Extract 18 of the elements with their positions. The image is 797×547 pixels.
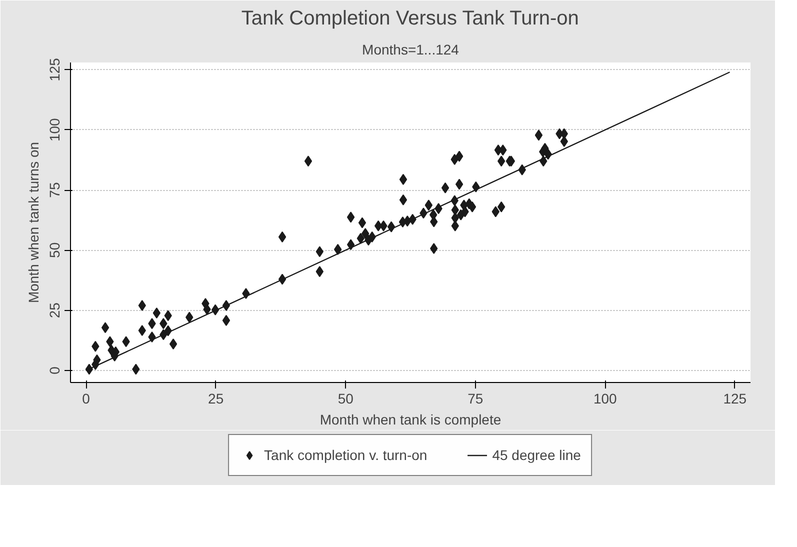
y-tick-label: 125: [46, 58, 62, 82]
y-tick-label: 100: [46, 118, 62, 142]
y-tick-label: 0: [46, 366, 62, 374]
x-tick-label: 75: [468, 390, 484, 406]
x-tick-label: 100: [593, 390, 618, 406]
x-tick-label: 0: [82, 390, 90, 406]
y-axis-title: Month when tank turns on: [26, 142, 42, 304]
chart-subtitle: Months=1...124: [362, 42, 460, 58]
x-tick-label: 50: [338, 390, 354, 406]
x-axis-title: Month when tank is complete: [320, 412, 502, 428]
x-tick-label: 25: [208, 390, 224, 406]
legend-label: Tank completion v. turn-on: [264, 447, 428, 463]
y-tick-label: 25: [46, 302, 62, 318]
x-tick-label: 125: [723, 390, 747, 406]
chart-title: Tank Completion Versus Tank Turn-on: [241, 8, 579, 30]
y-tick-label: 50: [46, 242, 62, 258]
y-tick-label: 75: [46, 182, 62, 198]
legend-label: 45 degree line: [492, 447, 581, 463]
